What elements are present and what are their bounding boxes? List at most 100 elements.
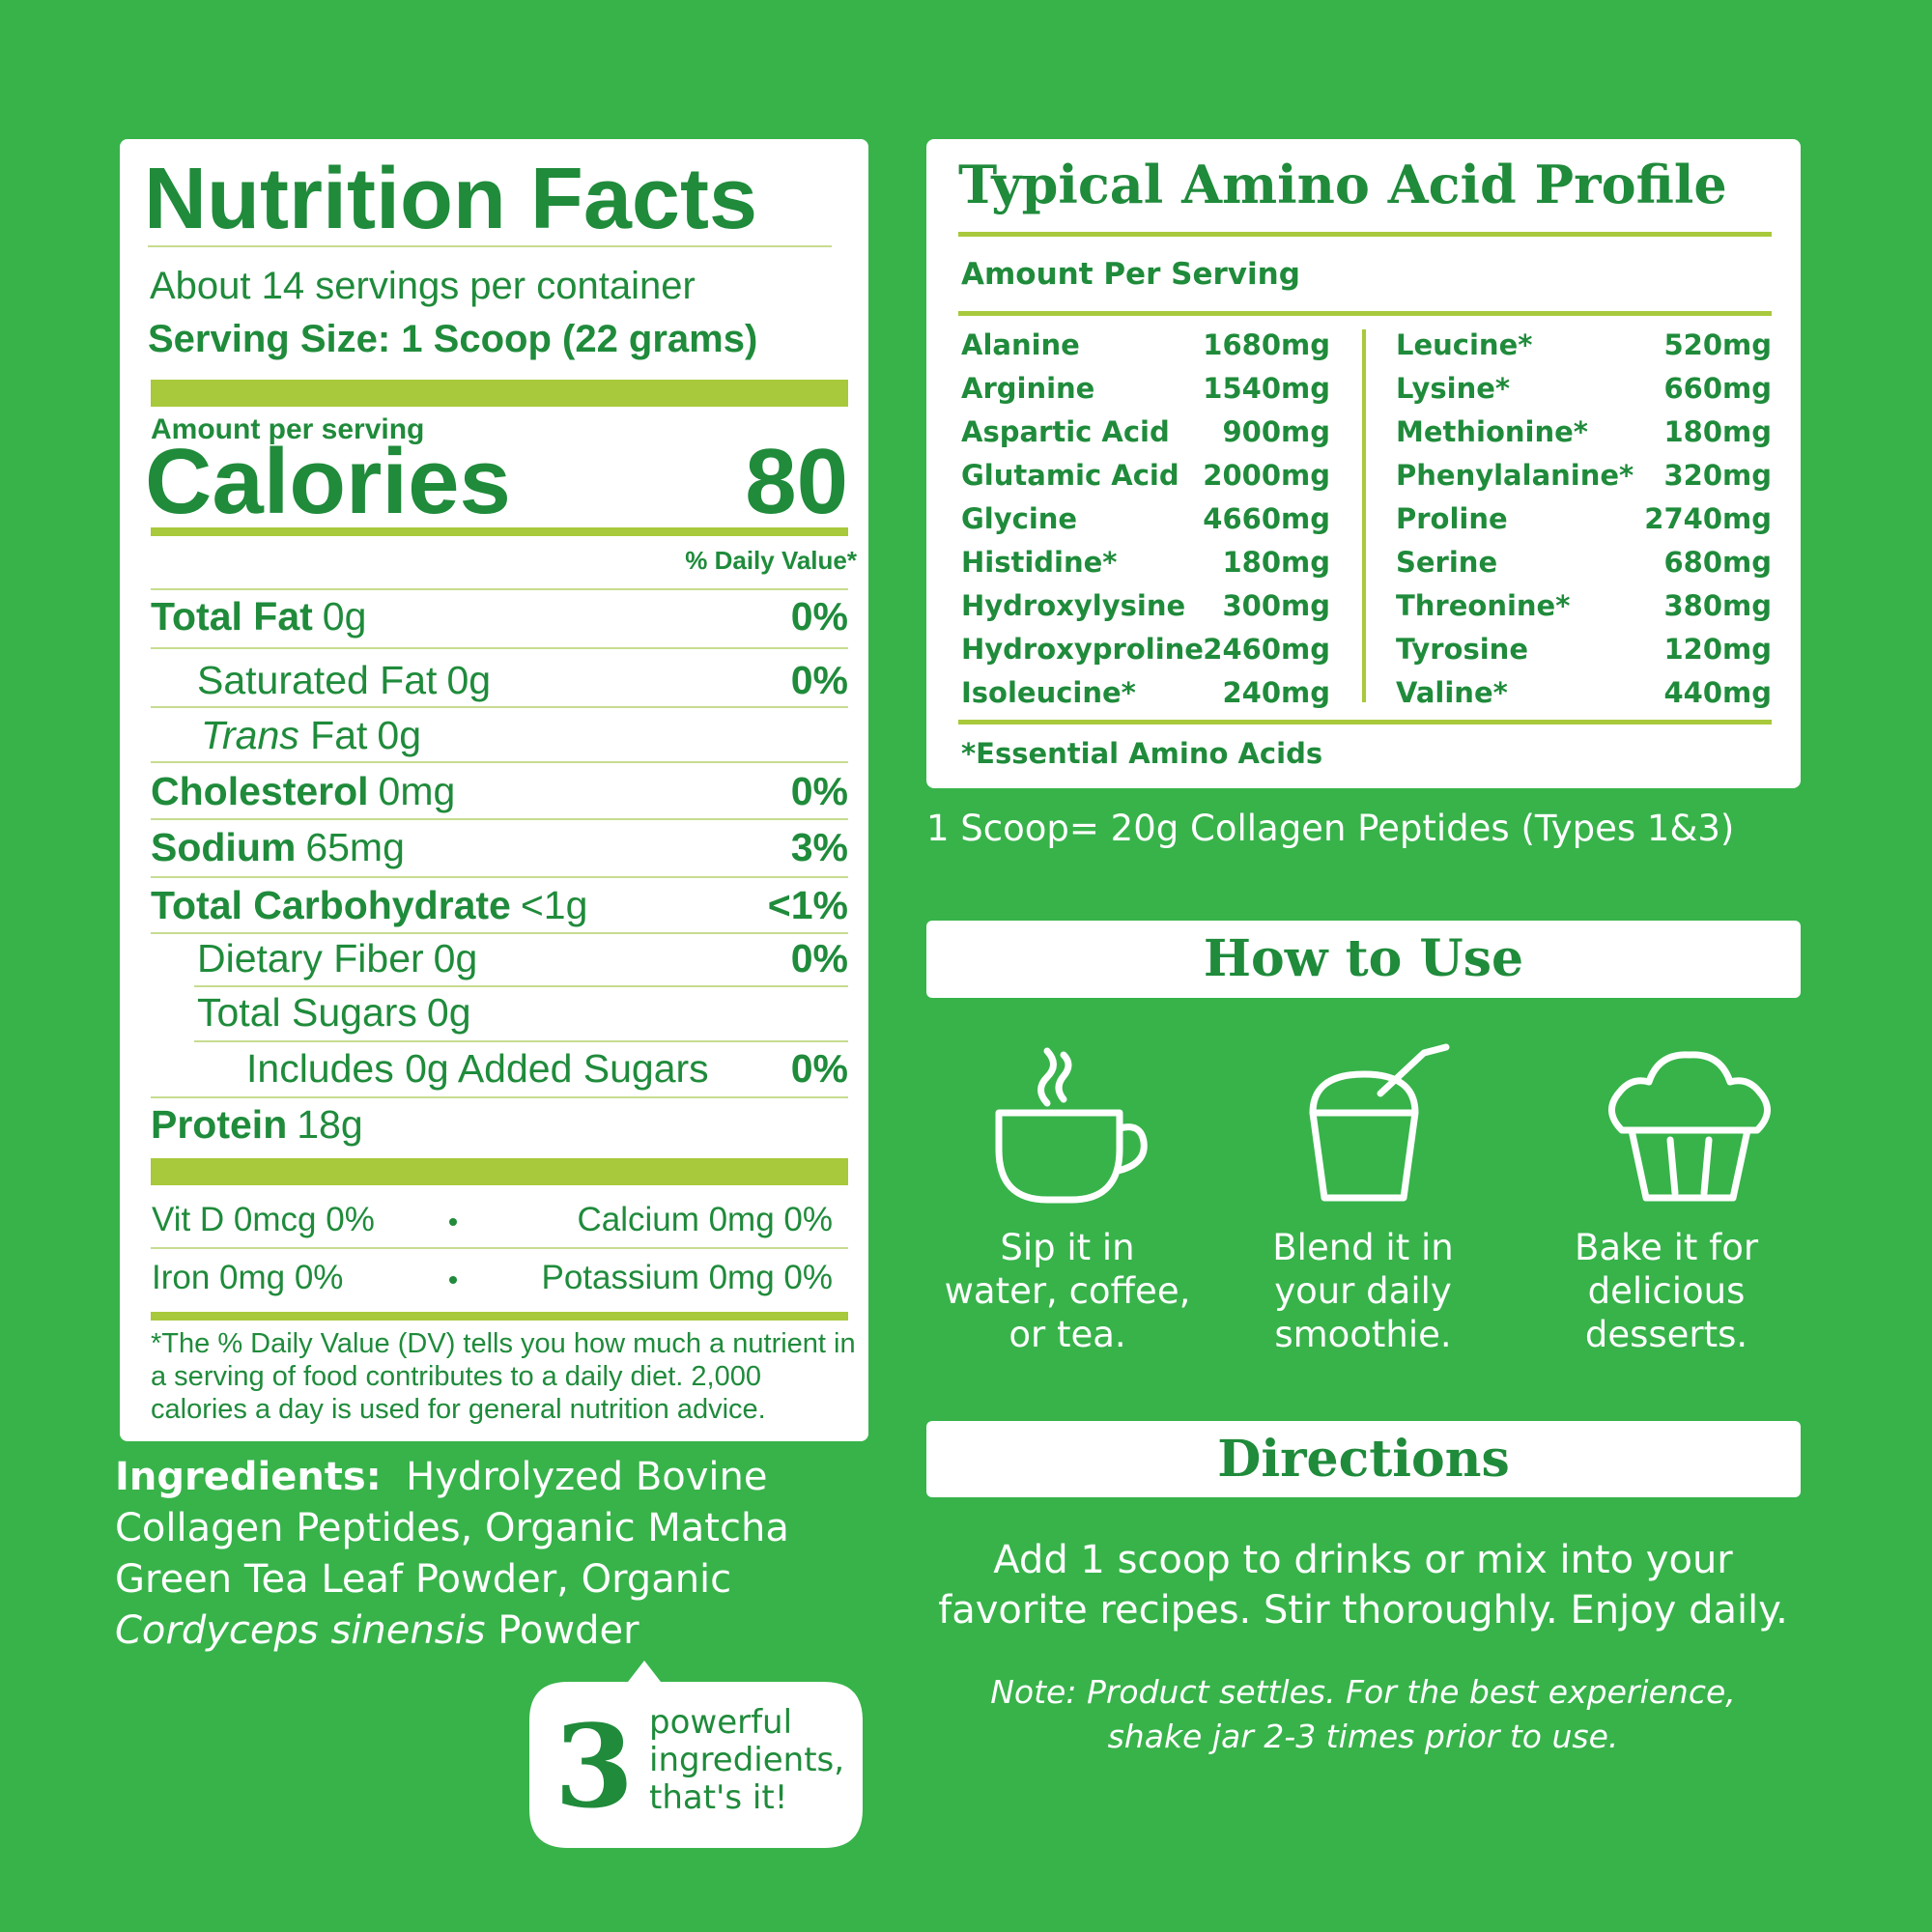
- directions-text: Add 1 scoop to drinks or mix into your f…: [908, 1535, 1818, 1635]
- ingredients: Ingredients: Hydrolyzed Bovine Collagen …: [115, 1452, 839, 1657]
- caption-line: delicious: [1587, 1270, 1746, 1312]
- amount-per-serving: Amount per serving: [151, 413, 425, 445]
- amino-name: Tyrosine: [1396, 633, 1528, 666]
- vitamin: Iron 0mg 0%: [152, 1259, 344, 1296]
- amino-amount: 180mg: [1663, 415, 1772, 448]
- nutrient-dv: 0%: [790, 769, 848, 813]
- divider: [151, 876, 848, 878]
- badge-bubble: [529, 1661, 863, 1848]
- nutrient-name: Total Carbohydrate: [151, 883, 511, 927]
- nutrient-name: Total Fat: [151, 594, 313, 639]
- amino-name: Glycine: [961, 502, 1078, 535]
- amino-amount: 380mg: [1663, 589, 1772, 622]
- calories-label: Calories: [145, 430, 511, 533]
- nutrient-row: Sodium 65mg 3%: [151, 823, 848, 871]
- nutrient-amount: 18g: [297, 1102, 363, 1147]
- divider: [151, 818, 848, 820]
- divider: [958, 311, 1772, 316]
- amino-amount: 4660mg: [1203, 502, 1330, 535]
- caption-line: water, coffee,: [944, 1270, 1191, 1312]
- nutrient-row: Total Fat 0g 0%: [151, 592, 848, 640]
- serving-size: Serving Size: 1 Scoop (22 grams): [148, 318, 758, 360]
- amino-name: Isoleucine*: [961, 676, 1136, 709]
- vitamin: Vit D 0mcg 0%: [152, 1201, 375, 1238]
- nutrient-name: Saturated Fat: [197, 658, 438, 702]
- badge-line: ingredients,: [649, 1741, 845, 1779]
- medium-bar: [151, 527, 848, 536]
- amino-name: Lysine*: [1396, 372, 1511, 405]
- amino-amount: 2740mg: [1644, 502, 1772, 535]
- amino-amount: 900mg: [1222, 415, 1330, 448]
- badge-line: powerful: [649, 1703, 793, 1742]
- how-to-use-title: How to Use: [926, 921, 1801, 998]
- nutrient-amount: 0mg: [378, 769, 456, 813]
- amino-amount: 440mg: [1663, 676, 1772, 709]
- amino-name: Phenylalanine*: [1396, 459, 1634, 492]
- ingredients-text: Hydrolyzed Bovine Collagen Peptides, Org…: [115, 1455, 789, 1602]
- directions-line: favorite recipes. Stir thoroughly. Enjoy…: [938, 1588, 1788, 1633]
- caption-line: Blend it in: [1272, 1227, 1454, 1268]
- divider: [151, 706, 848, 708]
- amino-name: Threonine*: [1396, 589, 1571, 622]
- badge-shape: [529, 1661, 863, 1848]
- nutrient-name: Cholesterol: [151, 769, 369, 813]
- amino-amount: 680mg: [1663, 546, 1772, 579]
- nutrient-row: Trans Fat 0g: [201, 711, 848, 759]
- nutrient-name-italic: Trans: [201, 713, 299, 757]
- nutrient-name: Protein: [151, 1102, 288, 1147]
- divider: [958, 232, 1772, 237]
- divider: [151, 588, 848, 590]
- nutrient-dv: <1%: [767, 883, 848, 927]
- nutrient-amount: 0g: [377, 713, 422, 757]
- divider: [958, 720, 1772, 724]
- nutrient-dv: 0%: [790, 594, 848, 639]
- cup-icon: [995, 1047, 1148, 1204]
- caption-line: smoothie.: [1274, 1314, 1452, 1355]
- directions-line: Add 1 scoop to drinks or mix into your: [993, 1538, 1733, 1582]
- amino-name: Hydroxyproline: [961, 633, 1204, 666]
- smoothie-icon: [1309, 1043, 1450, 1202]
- nutrient-dv: 3%: [790, 825, 848, 869]
- caption-line: Sip it in: [1000, 1227, 1135, 1268]
- use-caption: Sip it in water, coffee, or tea.: [913, 1226, 1222, 1356]
- caption-line: or tea.: [1009, 1314, 1126, 1355]
- amino-footnote: *Essential Amino Acids: [961, 737, 1323, 770]
- caption-line: desserts.: [1584, 1314, 1748, 1355]
- nutrient-row: Cholesterol 0mg 0%: [151, 767, 848, 815]
- nutrient-amount: 0g: [446, 658, 492, 702]
- divider: [151, 761, 848, 763]
- amino-amount: 320mg: [1663, 459, 1772, 492]
- vitamin: Calcium 0mg 0%: [577, 1201, 833, 1238]
- caption-line: Bake it for: [1574, 1227, 1759, 1268]
- amino-amount: 660mg: [1663, 372, 1772, 405]
- divider: [151, 1247, 848, 1249]
- note-line: Note: Product settles. For the best expe…: [990, 1673, 1736, 1711]
- nutrient-row: Total Sugars 0g: [197, 988, 848, 1037]
- ingredients-end: Powder: [497, 1608, 639, 1653]
- amino-amount: 240mg: [1222, 676, 1330, 709]
- nutrient-row: Total Carbohydrate <1g <1%: [151, 881, 848, 929]
- divider: [148, 245, 832, 247]
- amino-name: Aspartic Acid: [961, 415, 1170, 448]
- nutrient-dv: 0%: [790, 936, 848, 980]
- ingredients-italic: Cordyceps sinensis: [115, 1608, 486, 1653]
- nutrient-amount: 0g: [322, 594, 367, 639]
- nutrient-amount: 0g: [433, 936, 478, 980]
- footnote: *The % Daily Value (DV) tells you how mu…: [151, 1328, 856, 1425]
- muffin-icon: [1608, 1051, 1771, 1202]
- vitamin: Potassium 0mg 0%: [541, 1259, 833, 1296]
- amino-name: Arginine: [961, 372, 1095, 405]
- caption-line: your daily: [1274, 1270, 1452, 1312]
- amino-name: Alanine: [961, 328, 1080, 361]
- amino-amount: 1540mg: [1203, 372, 1330, 405]
- nutrient-name: Fat: [310, 713, 368, 757]
- amino-amount: 120mg: [1663, 633, 1772, 666]
- directions-note: Note: Product settles. For the best expe…: [908, 1670, 1818, 1759]
- daily-value-header: % Daily Value*: [685, 546, 857, 575]
- amino-name: Leucine*: [1396, 328, 1533, 361]
- nutrient-row: Includes 0g Added Sugars 0%: [246, 1044, 848, 1093]
- divider: [151, 1096, 848, 1098]
- divider: [151, 932, 848, 934]
- use-caption: Blend it in your daily smoothie.: [1208, 1226, 1518, 1356]
